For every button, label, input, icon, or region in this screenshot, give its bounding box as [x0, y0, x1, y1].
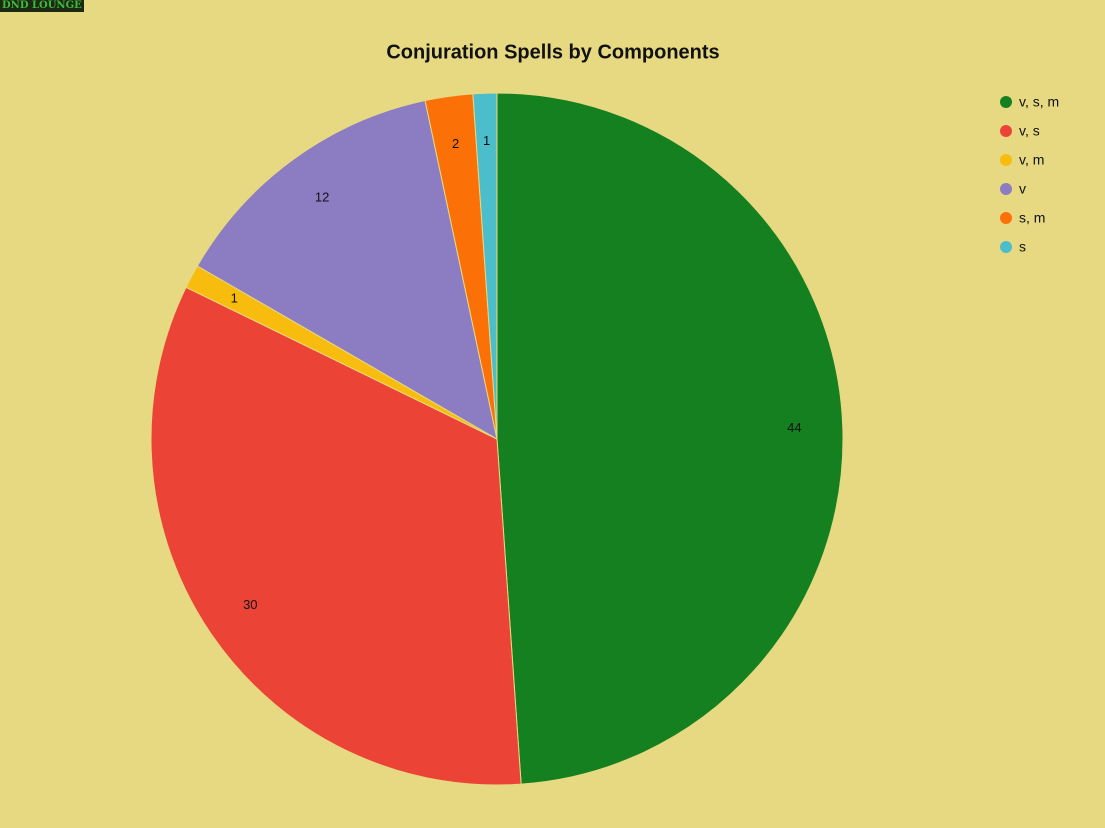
legend-label: v, s — [1019, 123, 1040, 139]
pie-slice — [150, 286, 522, 786]
legend-label: s — [1019, 239, 1026, 255]
legend-swatch — [1000, 241, 1012, 253]
legend-label: v, m — [1019, 152, 1044, 168]
pie-slice — [496, 92, 844, 785]
legend-swatch — [1000, 154, 1012, 166]
legend-swatch — [1000, 212, 1012, 224]
slice-label: 1 — [483, 133, 490, 148]
legend-label: v, s, m — [1019, 94, 1059, 110]
legend-label: s, m — [1019, 210, 1045, 226]
pie-slice — [196, 99, 498, 440]
slice-label: 1 — [231, 291, 238, 306]
slice-label: 44 — [787, 420, 801, 435]
slice-label: 30 — [243, 597, 257, 612]
pie-slice — [472, 92, 498, 440]
legend-swatch — [1000, 96, 1012, 108]
slice-label: 12 — [315, 190, 329, 205]
legend-label: v — [1019, 181, 1026, 197]
chart-title: Conjuration Spells by Components — [386, 41, 719, 63]
legend-swatch — [1000, 125, 1012, 137]
slice-label: 2 — [452, 136, 459, 151]
brand-logo: DND LOUNGE — [0, 0, 84, 12]
legend-swatch — [1000, 183, 1012, 195]
